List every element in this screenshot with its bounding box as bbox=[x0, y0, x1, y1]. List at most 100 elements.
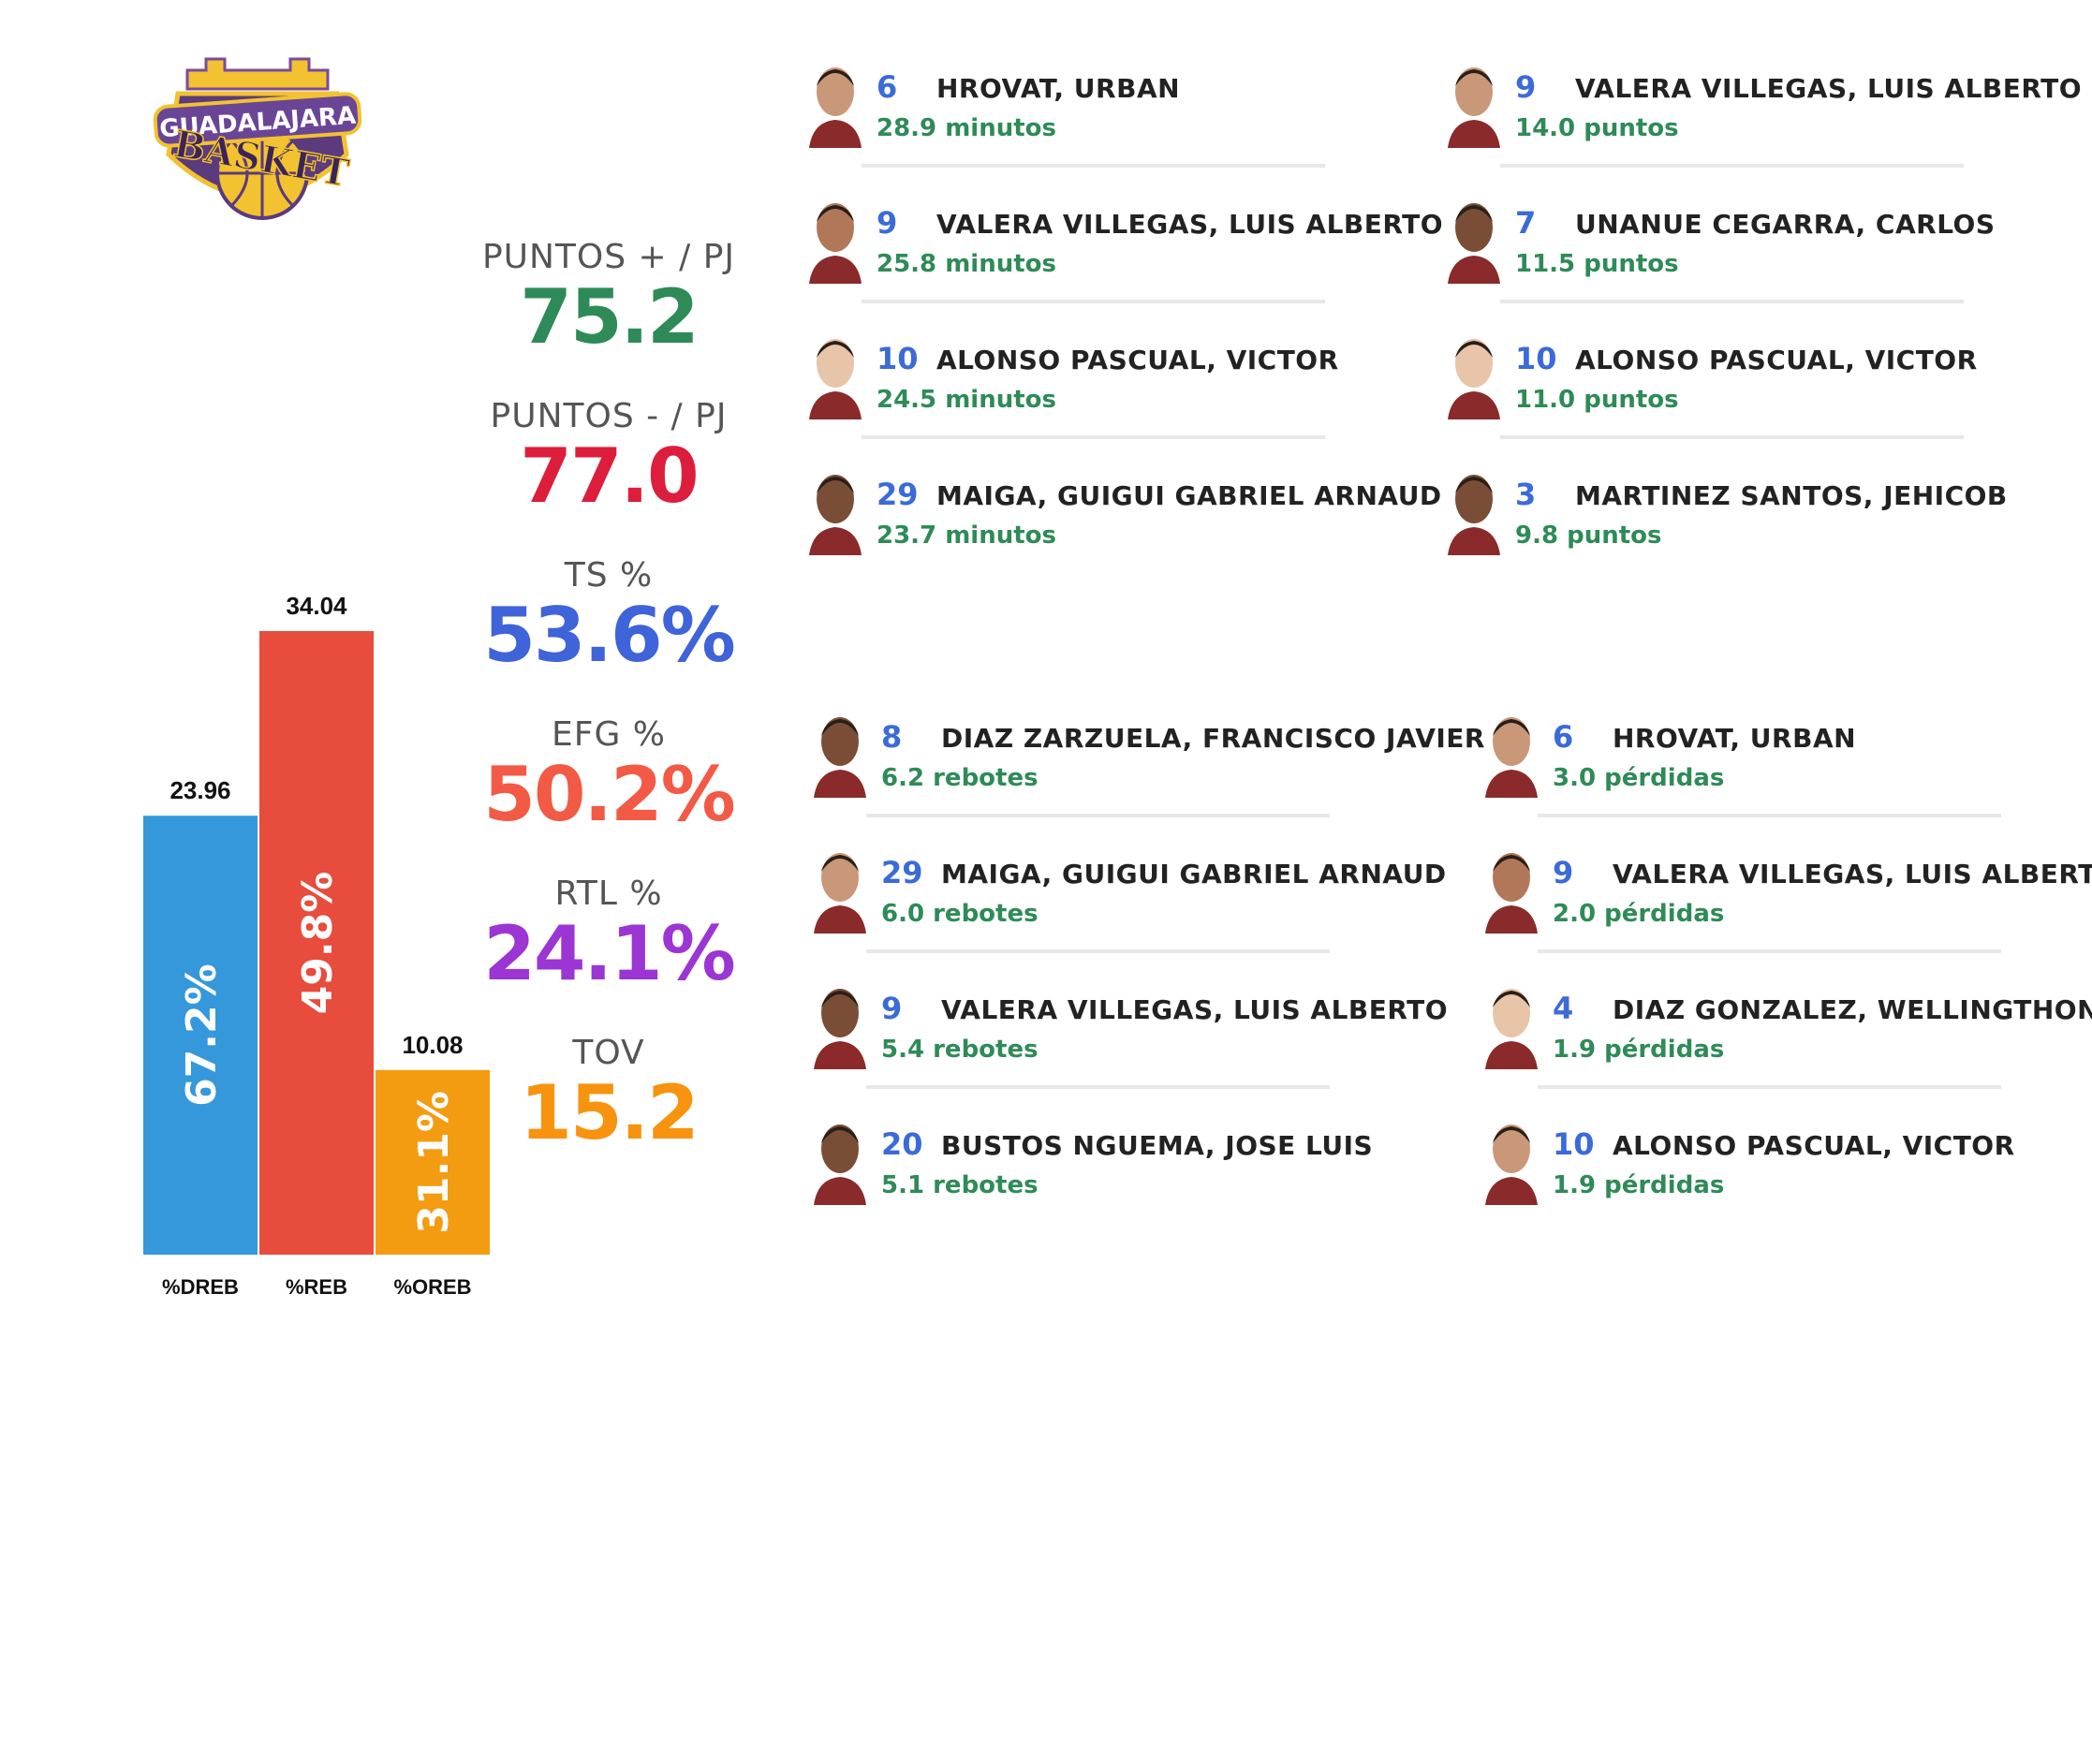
player-name: DIAZ GONZALEZ, WELLINGTHON bbox=[1613, 994, 2092, 1025]
player-avatar-icon bbox=[809, 67, 862, 148]
bar-value-label: 10.08 bbox=[402, 1031, 463, 1059]
bar-value-label: 23.96 bbox=[169, 776, 230, 804]
stat-value: 53.6% bbox=[483, 592, 736, 679]
player-name: ALONSO PASCUAL, VICTOR bbox=[1575, 345, 1978, 375]
player-entry-perdidas[interactable]: 9 VALERA VILLEGAS, LUIS ALBERTO 2.0 pérdid… bbox=[1481, 840, 2092, 953]
player-number: 3 bbox=[1515, 477, 1537, 512]
player-stat: 11.0 puntos bbox=[1515, 386, 1679, 414]
player-name: VALERA VILLEGAS, LUIS ALBERTO bbox=[941, 994, 1449, 1025]
player-number: 9 bbox=[881, 991, 903, 1026]
player-name: ALONSO PASCUAL, VICTOR bbox=[936, 345, 1339, 375]
player-name: BUSTOS NGUEMA, JOSE LUIS bbox=[941, 1130, 1374, 1161]
stat-block: PUNTOS - / PJ 77.0 bbox=[478, 398, 740, 518]
stat-label: RTL % bbox=[554, 875, 663, 913]
player-stat: 2.0 pérdidas bbox=[1553, 900, 1725, 928]
divider bbox=[1500, 300, 1964, 303]
player-name: VALERA VILLEGAS, LUIS ALBERTO bbox=[936, 209, 1444, 240]
player-entry-puntos[interactable]: 7 UNANUE CEGARRA, CARLOS 11.5 puntos bbox=[1444, 190, 2081, 303]
player-entry-rebotes[interactable]: 20 BUSTOS NGUEMA, JOSE LUIS 5.1 rebotes bbox=[810, 1111, 1447, 1224]
player-avatar-icon bbox=[814, 989, 866, 1069]
bar-category-label: %DREB bbox=[162, 1275, 239, 1299]
divider bbox=[1538, 814, 2001, 817]
divider bbox=[862, 300, 1325, 303]
player-name: DIAZ ZARZUELA, FRANCISCO JAVIER bbox=[941, 723, 1485, 754]
player-entry-puntos[interactable]: 10 ALONSO PASCUAL, VICTOR 11.0 puntos bbox=[1444, 326, 2081, 439]
player-name: VALERA VILLEGAS, LUIS ALBERTO bbox=[1575, 73, 2083, 104]
player-avatar-icon bbox=[809, 475, 862, 555]
stat-block: TOV 15.2 bbox=[478, 1035, 740, 1154]
player-number: 29 bbox=[881, 855, 923, 890]
stat-block: EFG % 50.2% bbox=[478, 716, 740, 836]
player-avatar-icon bbox=[1448, 203, 1500, 284]
player-entry-rebotes[interactable]: 9 VALERA VILLEGAS, LUIS ALBERTO 5.4 rebote… bbox=[810, 976, 1449, 1089]
player-stat: 28.9 minutos bbox=[877, 114, 1056, 142]
divider bbox=[866, 1085, 1330, 1089]
player-entry-puntos[interactable]: 9 VALERA VILLEGAS, LUIS ALBERTO 14.0 punto… bbox=[1444, 54, 2083, 168]
player-number: 6 bbox=[1553, 719, 1574, 755]
player-number: 20 bbox=[881, 1126, 923, 1162]
player-avatar-icon bbox=[809, 339, 862, 419]
player-stat: 5.1 rebotes bbox=[881, 1171, 1039, 1199]
divider bbox=[862, 164, 1325, 168]
player-avatar-icon bbox=[814, 853, 866, 933]
divider bbox=[866, 814, 1330, 817]
player-avatar-icon bbox=[1485, 989, 1538, 1069]
player-stat: 6.2 rebotes bbox=[881, 764, 1039, 792]
bar-reb bbox=[259, 631, 374, 1255]
stat-block: RTL % 24.1% bbox=[478, 875, 740, 995]
player-entry-perdidas[interactable]: 6 HROVAT, URBAN 3.0 pérdidas bbox=[1481, 704, 2092, 817]
player-number: 6 bbox=[877, 69, 898, 105]
player-stat: 9.8 puntos bbox=[1515, 522, 1662, 550]
player-entry-perdidas[interactable]: 4 DIAZ GONZALEZ, WELLINGTHON 1.9 pérdidas bbox=[1481, 976, 2092, 1089]
bar-category-label: %OREB bbox=[393, 1275, 471, 1299]
player-name: HROVAT, URBAN bbox=[936, 73, 1181, 104]
player-stat: 11.5 puntos bbox=[1515, 250, 1679, 278]
stat-label: EFG % bbox=[552, 715, 666, 754]
player-name: MARTINEZ SANTOS, JEHICOB bbox=[1575, 480, 2008, 511]
divider bbox=[862, 435, 1325, 439]
player-entry-puntos[interactable]: 3 MARTINEZ SANTOS, JEHICOB 9.8 puntos bbox=[1444, 462, 2081, 574]
player-avatar-icon bbox=[1485, 1125, 1538, 1205]
stat-value: 50.2% bbox=[483, 751, 736, 838]
player-name: MAIGA, GUIGUI GABRIEL ARNAUD bbox=[936, 480, 1442, 511]
player-entry-rebotes[interactable]: 29 MAIGA, GUIGUI GABRIEL ARNAUD 6.0 rebote… bbox=[810, 840, 1447, 953]
player-stat: 6.0 rebotes bbox=[881, 900, 1039, 928]
player-entry-minutos[interactable]: 6 HROVAT, URBAN 28.9 minutos bbox=[805, 54, 1442, 168]
player-name: VALERA VILLEGAS, LUIS ALBERTO bbox=[1613, 859, 2092, 889]
player-entry-minutos[interactable]: 9 VALERA VILLEGAS, LUIS ALBERTO 25.8 minut… bbox=[805, 190, 1444, 303]
player-number: 8 bbox=[881, 719, 903, 755]
bar-dreb bbox=[143, 816, 258, 1255]
stat-label: PUNTOS + / PJ bbox=[481, 238, 736, 276]
divider bbox=[866, 949, 1330, 953]
player-stat: 24.5 minutos bbox=[877, 386, 1056, 414]
player-stat: 25.8 minutos bbox=[877, 250, 1056, 278]
stat-label: TS % bbox=[564, 556, 654, 595]
player-name: UNANUE CEGARRA, CARLOS bbox=[1575, 209, 1996, 240]
player-entry-minutos[interactable]: 29 MAIGA, GUIGUI GABRIEL ARNAUD 23.7 minut… bbox=[805, 462, 1442, 574]
player-avatar-icon bbox=[809, 203, 862, 284]
bar-category-label: %REB bbox=[286, 1275, 347, 1299]
bar-percent-label: 67.2% bbox=[178, 963, 226, 1107]
bar-value-label: 34.04 bbox=[286, 592, 347, 620]
divider bbox=[1538, 1085, 2001, 1089]
player-stat: 1.9 pérdidas bbox=[1553, 1036, 1725, 1064]
player-number: 10 bbox=[1553, 1126, 1595, 1162]
divider bbox=[1500, 164, 1964, 168]
player-number: 9 bbox=[1515, 69, 1537, 105]
bar-oreb bbox=[376, 1069, 490, 1255]
player-entry-perdidas[interactable]: 10 ALONSO PASCUAL, VICTOR 1.9 pérdidas bbox=[1481, 1111, 2092, 1224]
stat-label: PUNTOS - / PJ bbox=[490, 397, 728, 435]
player-avatar-icon bbox=[814, 1125, 866, 1205]
player-avatar-icon bbox=[1448, 475, 1500, 555]
stat-label: TOV bbox=[572, 1034, 645, 1072]
stat-block: PUNTOS + / PJ 75.2 bbox=[478, 239, 740, 359]
player-name: MAIGA, GUIGUI GABRIEL ARNAUD bbox=[941, 859, 1447, 889]
player-stat: 1.9 pérdidas bbox=[1553, 1171, 1725, 1199]
player-entry-rebotes[interactable]: 8 DIAZ ZARZUELA, FRANCISCO JAVIER 6.2 rebo… bbox=[810, 704, 1484, 817]
team-logo: GUADALAJARA BASKET bbox=[150, 51, 365, 229]
stat-value: 75.2 bbox=[520, 273, 699, 360]
player-number: 9 bbox=[877, 205, 898, 241]
player-entry-minutos[interactable]: 10 ALONSO PASCUAL, VICTOR 24.5 minutos bbox=[805, 326, 1442, 439]
player-number: 10 bbox=[1515, 341, 1557, 376]
player-number: 29 bbox=[877, 477, 919, 512]
